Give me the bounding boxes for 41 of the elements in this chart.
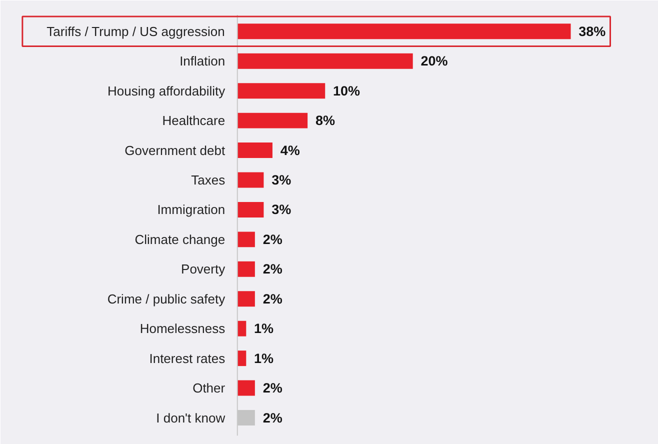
bar (237, 202, 264, 218)
bar (237, 232, 255, 248)
data-label: 1% (254, 321, 274, 336)
y-tick-label: Taxes (191, 172, 226, 188)
data-label: 1% (254, 350, 274, 366)
y-tick-label: Inflation (180, 54, 226, 69)
data-label: 2% (262, 232, 282, 247)
bar (237, 172, 264, 188)
y-tick-label: Crime / public safety (107, 291, 226, 306)
y-tick-label: Tariffs / Trump / US aggression (46, 24, 225, 39)
y-tick-label: Homelessness (140, 321, 226, 336)
y-tick-label: Housing affordability (108, 83, 226, 98)
bar (237, 261, 255, 277)
data-label: 4% (280, 142, 300, 158)
data-label: 10% (333, 83, 360, 98)
bar (237, 320, 246, 336)
data-label: 2% (262, 262, 282, 277)
bar (237, 380, 255, 396)
y-tick-label: Healthcare (162, 113, 226, 128)
data-label: 38% (578, 24, 606, 39)
data-label: 2% (262, 380, 282, 396)
data-label: 2% (262, 410, 282, 426)
data-label: 8% (315, 113, 335, 128)
bar (237, 350, 246, 366)
y-tick-label: Poverty (181, 262, 226, 277)
y-tick-label: Government debt (124, 142, 226, 158)
bar (237, 112, 308, 128)
bar (237, 53, 413, 69)
bar (237, 291, 255, 307)
y-tick-label: Other (192, 380, 226, 396)
data-label: 3% (272, 172, 292, 188)
data-label: 20% (420, 54, 448, 69)
y-tick-label: Immigration (157, 202, 226, 218)
y-tick-label: Interest rates (149, 350, 226, 366)
y-tick-label: Climate change (134, 232, 226, 247)
data-label: 2% (262, 291, 282, 306)
bar (237, 24, 571, 40)
data-label: 3% (272, 202, 292, 218)
bar (237, 142, 272, 158)
bar (237, 83, 326, 99)
y-tick-label: I don't know (156, 410, 226, 426)
